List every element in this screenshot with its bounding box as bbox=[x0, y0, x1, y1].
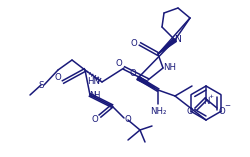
Polygon shape bbox=[158, 38, 176, 54]
Text: HN: HN bbox=[88, 78, 101, 87]
Polygon shape bbox=[137, 76, 158, 90]
Text: S: S bbox=[38, 81, 44, 89]
Text: +: + bbox=[208, 95, 214, 100]
Text: NH₂: NH₂ bbox=[150, 106, 166, 116]
Text: O: O bbox=[92, 116, 98, 125]
Text: O: O bbox=[186, 108, 194, 116]
Text: N: N bbox=[203, 97, 209, 106]
Text: N: N bbox=[174, 35, 182, 43]
Text: O: O bbox=[130, 40, 138, 49]
Text: −: − bbox=[224, 103, 230, 109]
Text: O: O bbox=[218, 106, 226, 116]
Text: O: O bbox=[54, 73, 62, 81]
Text: O: O bbox=[124, 116, 132, 125]
Text: O: O bbox=[130, 68, 136, 78]
Text: H: H bbox=[93, 90, 99, 100]
Text: NH: NH bbox=[164, 63, 176, 73]
Text: O: O bbox=[116, 59, 122, 68]
Text: N: N bbox=[89, 90, 95, 100]
